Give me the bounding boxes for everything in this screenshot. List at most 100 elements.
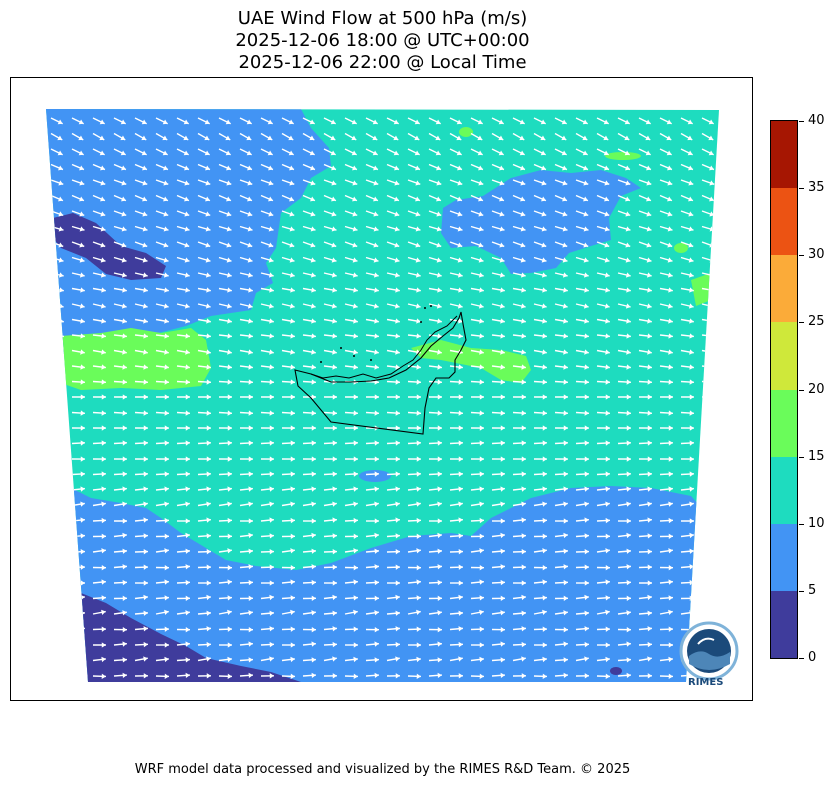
wind-arrow-head [289,196,294,202]
wind-arrow-head [500,287,505,293]
wind-arrow-head [689,532,694,539]
wind-arrow-head [311,394,316,400]
wind-arrow-head [563,364,568,370]
wind-arrow-head [478,257,484,263]
wind-arrow-head [604,196,609,202]
wind-arrow-head [710,471,715,477]
wind-arrow-head [647,564,652,570]
wind-arrow-head [206,610,211,616]
wind-arrow-head [500,394,505,400]
wind-arrow-head [184,196,189,202]
wind-arrow-head [289,303,295,309]
colorbar-tick [799,255,804,257]
wind-arrow-head [562,257,568,263]
wind-arrow-head [247,303,253,309]
wind-arrow-head [520,257,526,263]
wind-arrow-head [395,425,400,431]
wind-arrow-head [709,180,715,186]
wind-arrow-head [500,518,505,524]
colorbar-bin-10-15 [771,456,797,524]
wind-arrow-head [563,672,568,679]
wind-arrow-head [80,410,85,416]
wind-arrow-head [668,501,673,507]
wind-arrow-head [584,641,589,648]
wind-arrow-head [101,364,106,370]
wind-arrow-head [626,501,631,507]
wind-arrow-head [185,486,190,492]
wind-arrow-head [269,626,274,632]
wind-arrow-head [498,135,504,141]
wind-arrow-head [310,165,315,171]
wind-arrow-head [122,610,127,616]
wind-arrow-head [205,226,211,232]
wind-arrow-head [626,394,631,400]
wind-arrow-head [457,272,463,278]
wind-arrow-head [163,242,169,248]
wind-arrow-head [647,501,652,507]
wind-arrow-head [395,440,400,446]
wind-arrow-head [58,180,64,186]
wind-arrow-head [185,548,190,554]
wind-arrow-head [500,333,505,339]
wind-arrow-head [164,548,169,554]
wind-arrow-head [437,595,442,602]
field-0-5-southwest [71,593,301,682]
wind-arrow-head [184,211,190,217]
wind-arrow-head [268,180,274,186]
wind-arrow-head [226,165,231,171]
wind-arrow-head [143,333,148,339]
colorbar-bin-20-25 [771,322,797,390]
wind-arrow-head [437,486,442,492]
wind-arrow-head [457,180,463,186]
wind-arrow-head [59,501,64,507]
wind-arrow-head [709,165,714,171]
wind-arrow-head [353,579,358,585]
wind-arrow-head [353,595,358,601]
wind-arrow-head [458,486,463,492]
wind-arrow-head [206,580,211,586]
wind-arrow-head [164,533,169,540]
wind-arrow-head [80,364,85,370]
wind-arrow-head [500,364,505,370]
wind-arrow-head [311,657,316,663]
wind-arrow-head [584,318,589,324]
wind-arrow-head [667,226,673,232]
wind-arrow-head [458,425,463,431]
wind-arrow [701,518,716,522]
wind-arrow-head [521,673,526,679]
wind-arrow-head [687,135,693,141]
wind-arrow-head [78,135,84,141]
wind-arrow-head [710,349,715,355]
wind-arrow-head [184,272,190,278]
wind-arrow-head [122,657,127,663]
wind-arrow-head [437,425,442,431]
wind-arrow-head [666,150,672,156]
wind-arrow-head [605,579,610,585]
wind-arrow-head [625,272,631,278]
wind-arrow-head [563,486,568,492]
wind-arrow-head [668,642,673,648]
wind-arrow-head [394,303,400,309]
wind-arrow-head [605,595,610,601]
wind-arrow-head [185,564,190,570]
wind-arrow-head [604,272,610,278]
wind-arrow-head [584,656,589,662]
wind-arrow-head [143,564,148,570]
wind-arrow-head [540,150,546,156]
wind-arrow-head [206,379,211,385]
wind-arrow-head [269,349,274,355]
wind-arrow-head [225,150,231,156]
wind-arrow-head [309,150,315,156]
wind-arrow-head [268,303,274,309]
wind-arrow-head [101,410,106,416]
wind-arrow-head [206,641,211,648]
wind-arrow-head [101,287,106,293]
wind-arrow-head [395,549,400,555]
wind-arrow-head [646,196,651,202]
wind-arrow-head [205,196,210,202]
wind-arrow-head [416,287,421,293]
wind-arrow-head [100,272,106,278]
wind-arrow-head [604,257,610,263]
wind-arrow [701,596,715,600]
wind-arrow-head [458,549,463,555]
